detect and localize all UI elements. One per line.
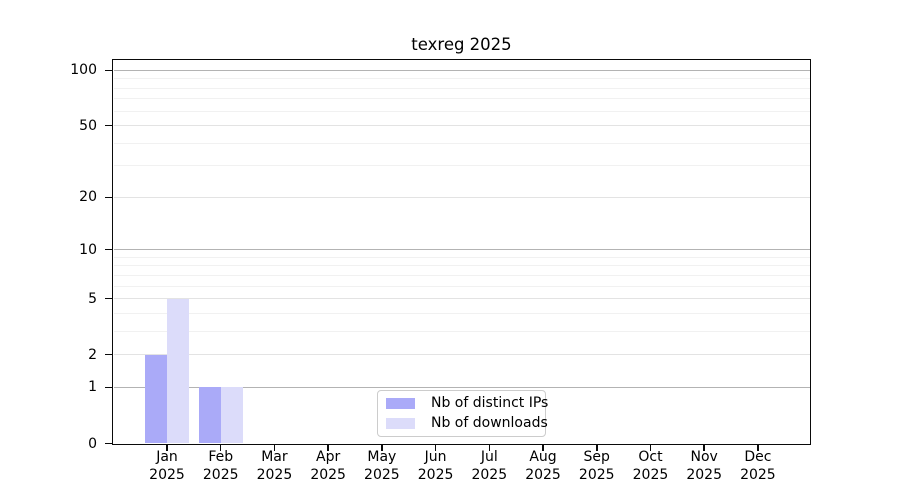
y-axis-tick-label: 10 <box>79 241 97 258</box>
y-axis-tick-label: 100 <box>70 62 97 79</box>
chart-title: texreg 2025 <box>411 35 512 54</box>
x-axis-tick <box>542 445 544 451</box>
x-axis-tick-label-year: 2025 <box>256 466 293 483</box>
x-axis-tick-label-year: 2025 <box>686 466 722 483</box>
x-axis-tick-label-year: 2025 <box>578 466 615 483</box>
bar <box>220 387 243 444</box>
x-axis-tick-label-year: 2025 <box>417 466 454 483</box>
gridline <box>113 125 810 127</box>
x-axis-tick-label: Jul 2025 <box>459 449 519 484</box>
y-axis-tick-label: 50 <box>79 117 97 134</box>
x-axis-tick-label: Sep 2025 <box>567 449 627 484</box>
gridline <box>113 265 810 267</box>
x-axis-tick <box>488 445 491 451</box>
legend-label-downloads: Nb of downloads <box>431 415 548 431</box>
x-axis-tick-label: Oct 2025 <box>620 449 680 484</box>
legend-item-distinct-ips: Nb of distinct IPs <box>386 395 548 412</box>
gridline <box>113 142 810 144</box>
x-axis-tick-label: Dec 2025 <box>728 449 788 484</box>
plot-area <box>112 59 811 445</box>
y-axis-tick-label: 2 <box>88 346 97 363</box>
gridline <box>113 312 810 314</box>
x-axis-tick-label-year: 2025 <box>525 466 561 483</box>
gridline <box>113 298 810 300</box>
y-axis-tick-label: 1 <box>88 379 97 396</box>
y-axis-tick-label: 0 <box>88 435 97 452</box>
gridline <box>113 285 810 287</box>
y-axis-tick <box>105 386 112 389</box>
x-axis-tick-label-year: 2025 <box>740 466 776 483</box>
x-axis-tick-label-year: 2025 <box>632 466 669 483</box>
gridline <box>113 249 810 251</box>
gridline <box>113 78 810 80</box>
y-axis-tick <box>105 442 112 445</box>
x-axis-tick <box>219 445 222 451</box>
y-axis-tick <box>105 248 112 251</box>
legend-label-distinct-ips: Nb of distinct IPs <box>431 395 549 411</box>
gridline <box>113 274 810 276</box>
gridline <box>113 386 810 388</box>
legend: Nb of distinct IPs Nb of downloads <box>377 390 548 437</box>
x-axis-tick-label: Jun 2025 <box>406 449 466 484</box>
x-axis-tick-label-year: 2025 <box>364 466 400 483</box>
gridline <box>113 98 810 100</box>
bar <box>167 298 189 444</box>
y-axis-tick <box>105 353 112 356</box>
x-axis-tick <box>273 445 276 451</box>
bar <box>145 354 167 444</box>
x-axis-tick <box>166 445 168 451</box>
gridline <box>113 330 810 332</box>
x-axis-tick-label: Nov 2025 <box>674 449 734 484</box>
x-axis-tick-label: Feb 2025 <box>191 449 251 484</box>
x-axis-tick-label: May 2025 <box>352 449 412 484</box>
gridline <box>113 354 810 356</box>
x-axis-tick-label: Jan 2025 <box>137 449 197 484</box>
gridline <box>113 69 810 71</box>
y-axis-tick <box>105 69 112 72</box>
y-axis-tick <box>105 196 112 199</box>
x-axis-tick <box>434 445 437 451</box>
x-axis-tick-label-year: 2025 <box>202 466 239 483</box>
gridline <box>113 87 810 89</box>
gridline <box>113 165 810 167</box>
x-axis-tick <box>757 445 759 451</box>
gridline <box>113 256 810 258</box>
x-axis-tick-label-year: 2025 <box>310 466 346 483</box>
legend-swatch-downloads <box>386 418 415 429</box>
x-axis-tick <box>381 445 383 451</box>
x-axis-tick-label-year: 2025 <box>149 466 185 483</box>
x-axis-tick <box>703 445 705 451</box>
x-axis-tick-label: Apr 2025 <box>298 449 358 484</box>
x-axis-tick-label: Aug 2025 <box>513 449 573 484</box>
gridline <box>113 110 810 112</box>
gridline <box>113 196 810 198</box>
y-axis-tick <box>105 124 112 127</box>
legend-item-downloads: Nb of downloads <box>386 415 548 432</box>
x-axis-tick-label: Mar 2025 <box>244 449 304 484</box>
x-axis-tick <box>649 445 652 451</box>
x-axis-tick <box>596 445 598 451</box>
y-axis-tick <box>105 297 112 300</box>
y-axis-tick-label: 5 <box>88 290 97 307</box>
legend-swatch-distinct-ips <box>386 398 415 409</box>
x-axis-tick-label-year: 2025 <box>471 466 508 483</box>
x-axis-tick <box>327 445 329 451</box>
y-axis-tick-label: 20 <box>79 189 97 206</box>
bar <box>198 387 221 444</box>
